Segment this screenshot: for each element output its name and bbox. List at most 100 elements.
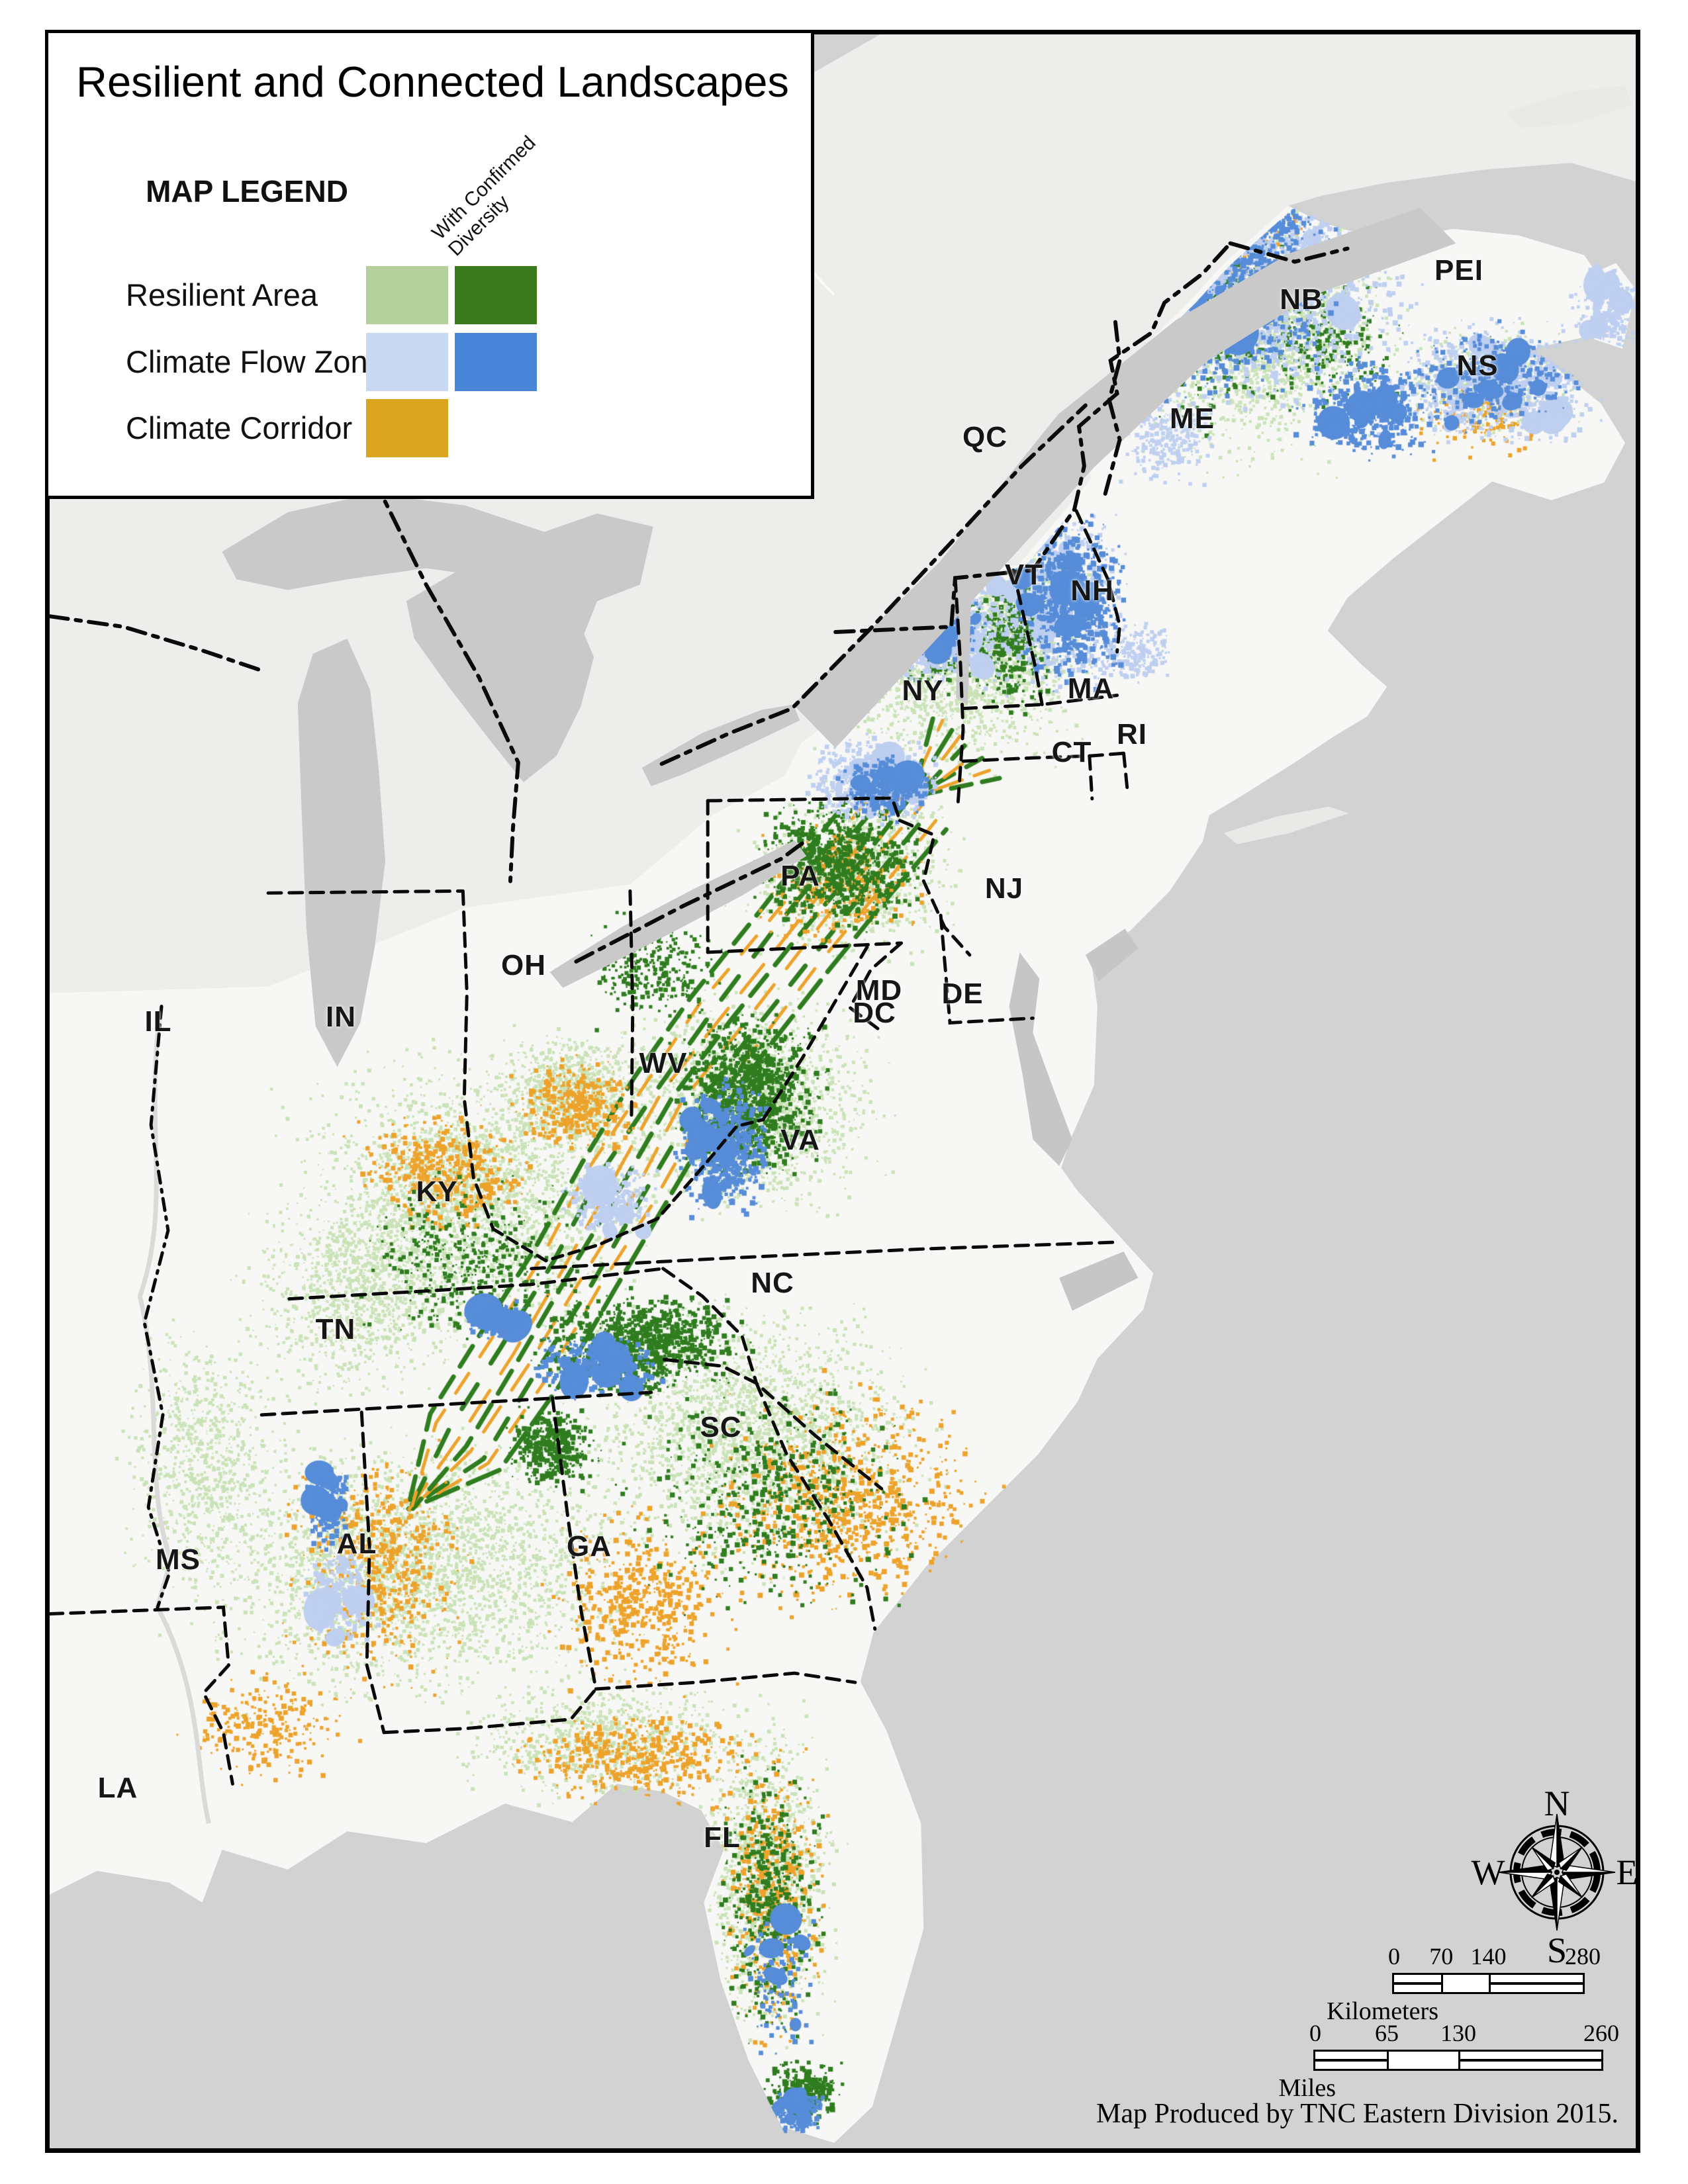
state-label-nb: NB (1280, 283, 1323, 316)
compass-point (1498, 1872, 1553, 1880)
state-label-ky: KY (416, 1175, 458, 1208)
compass-south-label: S (1547, 1931, 1567, 1970)
scalebar-segment (1387, 2052, 1458, 2069)
lake-huron (406, 513, 653, 783)
border-line (755, 1381, 877, 1631)
state-label-ms: MS (156, 1543, 201, 1576)
state-label-il: IL (144, 1005, 172, 1038)
compass-point (1498, 1864, 1553, 1873)
compass-point (1561, 1864, 1616, 1873)
lake-ontario (641, 704, 800, 787)
state-label-de: DE (941, 978, 984, 1010)
scalebar-kilometers-unit: Kilometers (1327, 1997, 1438, 2025)
scalebar-tick-label: 140 (1470, 1943, 1507, 1970)
state-label-ct: CT (1051, 736, 1092, 768)
scalebar-miles-bar (1313, 2050, 1603, 2071)
border-line (706, 941, 903, 954)
state-label-pa: PA (780, 860, 820, 892)
border-line (898, 819, 972, 957)
scalebar-kilometers-bar (1392, 1973, 1585, 1994)
delaware-bay (1085, 929, 1139, 981)
border-line (1011, 568, 1044, 707)
scalebar-segment (1394, 1975, 1442, 1992)
border-line (551, 1396, 598, 1691)
compass-point (1531, 1875, 1556, 1898)
border-line (939, 913, 1035, 1025)
border-line (661, 1267, 759, 1385)
coastal-bays (1009, 929, 1139, 1311)
border-line (461, 889, 495, 1231)
border-line (847, 941, 903, 1033)
scalebar-tick-label: 0 (1309, 2020, 1321, 2046)
border-line (371, 476, 520, 884)
compass-point (1561, 1872, 1616, 1880)
scalebar-segment (1441, 1975, 1488, 1992)
compass-star (1498, 1813, 1616, 1931)
border-line (953, 576, 965, 807)
compass-point (1560, 1873, 1583, 1898)
legend-panel: Resilient and Connected Landscapes MAP L… (45, 30, 814, 499)
scalebar-tick-label: 280 (1565, 1943, 1601, 1970)
state-label-va: VA (780, 1124, 820, 1156)
map-frame: QC ME NB PEI NS VT NH NY MA RI CT PA NJ OH MD DC DE IL IN W… (45, 30, 1640, 2153)
border-line (1072, 241, 1233, 512)
legend-heading: MAP LEGEND (146, 174, 348, 208)
scalebar-segment (1488, 1975, 1583, 1992)
border-line (287, 1267, 665, 1301)
state-label-sc: SC (700, 1411, 742, 1443)
border-line (574, 839, 807, 964)
state-label-ma: MA (1067, 672, 1115, 705)
border-line (1122, 751, 1129, 795)
border-line (1228, 241, 1350, 264)
swatch-resilient-area (366, 266, 448, 324)
compass-point (1531, 1846, 1554, 1872)
border-line (1088, 754, 1094, 801)
swatch-climate-flow-zone-diversity (455, 333, 537, 391)
chesapeake-bay (1009, 952, 1072, 1166)
state-label-in: IN (326, 1001, 356, 1033)
legend-label-climate-flow-zone: Climate Flow Zone (126, 344, 385, 379)
state-label-tn: TN (315, 1313, 356, 1345)
state-label-ny: NY (902, 674, 944, 707)
border-line (359, 1410, 386, 1735)
scalebar-tick-label: 70 (1429, 1943, 1454, 1970)
state-label-pei: PEI (1434, 254, 1483, 287)
state-label-wv: WV (639, 1047, 688, 1079)
swatch-climate-flow-zone (366, 333, 448, 391)
long-island (1223, 806, 1349, 844)
lake-michigan (297, 638, 386, 1068)
state-label-nj: NJ (984, 872, 1024, 905)
border-line (259, 1390, 653, 1417)
great-lakes (222, 207, 1456, 1068)
border-line (706, 796, 902, 823)
border-line (1074, 509, 1122, 654)
legend-label-resilient-area: Resilient Area (126, 277, 318, 312)
border-line (382, 1687, 598, 1735)
scalebar-segment (1315, 2052, 1387, 2069)
scalebar-tick-label: 0 (1388, 1943, 1400, 1970)
border-line (530, 1240, 1118, 1271)
border-line (50, 1606, 234, 1786)
scalebar-tick-label: 130 (1440, 2020, 1476, 2046)
border-line (659, 403, 1088, 766)
state-label-qc: QC (962, 421, 1008, 453)
state-label-oh: OH (501, 949, 546, 981)
page-title: Resilient and Connected Landscapes (76, 58, 789, 106)
compass-center-dot (1554, 1870, 1560, 1875)
border-line (594, 1671, 857, 1691)
boundaries-overlay (50, 103, 1456, 1824)
border-line (491, 1118, 765, 1263)
border-line (266, 889, 463, 895)
compass-east-label: E (1617, 1852, 1638, 1892)
compass-rose: N S W E (1472, 1784, 1638, 1970)
border-line (1103, 312, 1122, 496)
state-label-la: LA (97, 1772, 138, 1804)
state-label-nc: NC (751, 1267, 794, 1299)
swatch-climate-corridor (366, 399, 448, 457)
attribution-text: Map Produced by TNC Eastern Division 201… (1096, 2099, 1618, 2129)
border-line (961, 751, 1126, 763)
border-line (50, 614, 267, 674)
border-line (628, 889, 635, 1122)
scalebar-miles-unit: Miles (1278, 2074, 1336, 2102)
